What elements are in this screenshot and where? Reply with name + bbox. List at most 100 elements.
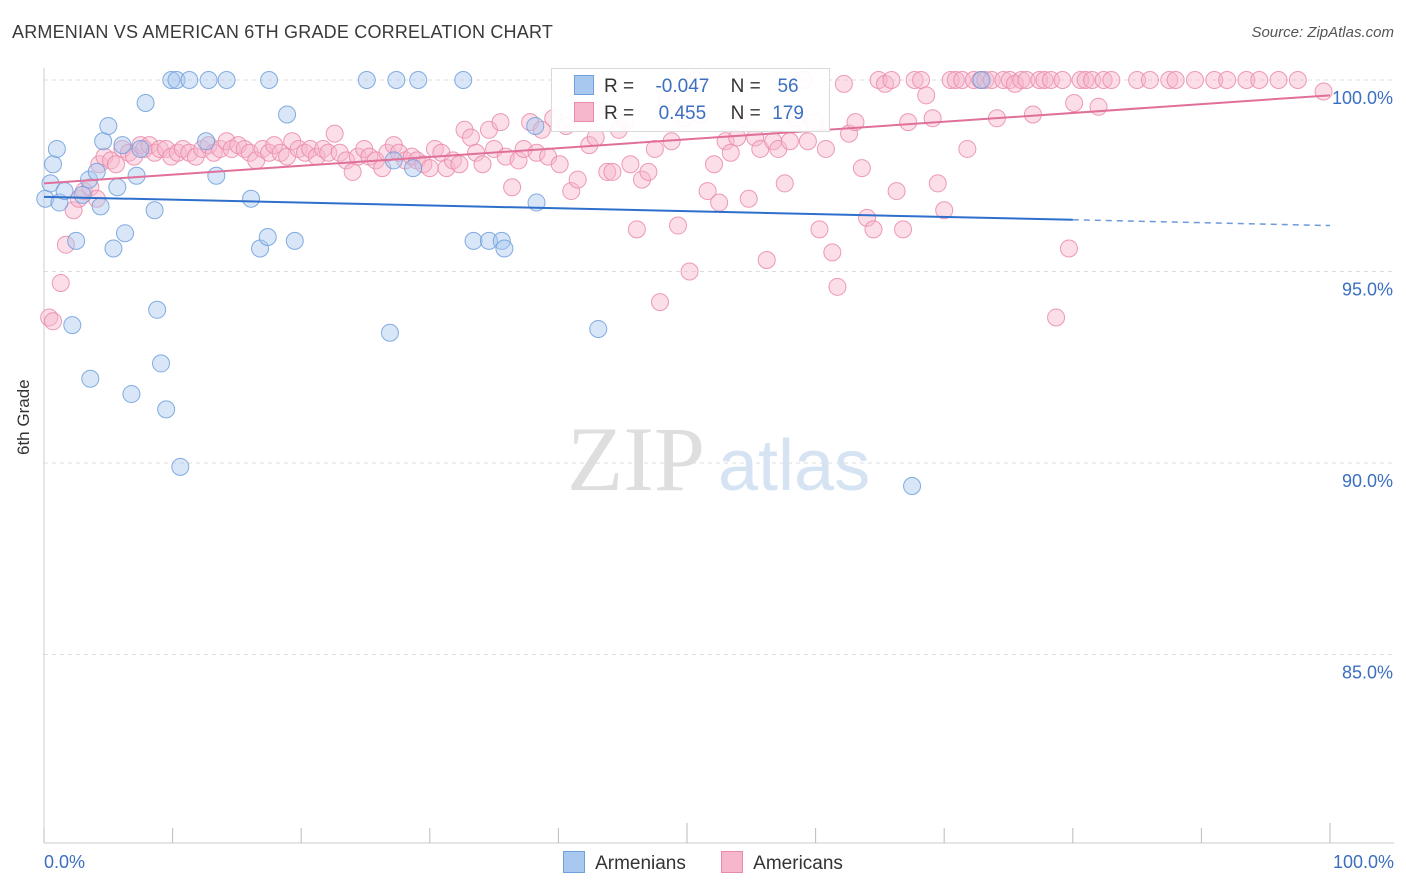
data-point	[258, 228, 277, 247]
data-point	[265, 136, 284, 155]
data-point	[680, 262, 699, 281]
data-point	[1094, 71, 1113, 89]
data-point	[50, 193, 69, 212]
data-point	[167, 71, 186, 89]
legend-r-label: R =	[604, 76, 635, 97]
data-point	[1128, 71, 1147, 89]
data-point	[946, 71, 965, 89]
legend-label-americans: Americans	[753, 853, 843, 874]
armenians-legend-swatch	[563, 851, 586, 873]
data-point	[1160, 71, 1179, 89]
data-point	[775, 174, 794, 193]
data-point	[1288, 71, 1307, 89]
data-point	[621, 155, 640, 174]
data-point	[994, 71, 1013, 89]
data-point	[107, 155, 126, 174]
legend-item-americans: Americans	[721, 851, 843, 875]
data-point	[136, 93, 155, 112]
data-point	[420, 159, 439, 178]
data-point	[81, 178, 100, 197]
data-point	[301, 139, 320, 158]
data-point	[503, 178, 522, 197]
data-point	[1076, 71, 1095, 89]
watermark: ZIP atlas	[567, 408, 870, 510]
data-point	[116, 224, 135, 243]
data-point	[1065, 93, 1084, 112]
data-point	[162, 71, 181, 89]
data-point	[816, 139, 835, 158]
series-armenians	[36, 71, 991, 495]
data-point	[1237, 71, 1256, 89]
y-tick-label: 100.0%	[1332, 88, 1393, 108]
trend-lines	[43, 94, 1331, 227]
data-point	[197, 132, 216, 151]
data-point	[455, 120, 474, 139]
data-point	[125, 147, 144, 166]
legend-n-label: N =	[730, 76, 761, 97]
data-point	[491, 113, 510, 132]
data-point	[905, 71, 924, 89]
armenians-trend-extension	[1072, 219, 1331, 227]
data-point	[91, 197, 110, 216]
data-point	[1269, 71, 1288, 89]
data-point	[780, 132, 799, 151]
data-point	[972, 71, 991, 89]
data-point	[935, 201, 954, 220]
data-point	[122, 385, 141, 404]
data-point	[380, 323, 399, 342]
legend-label-armenians: Armenians	[595, 853, 686, 874]
data-point	[145, 201, 164, 220]
data-point	[325, 124, 344, 143]
x-tick-label-max: 100.0%	[1332, 852, 1394, 872]
data-point	[186, 147, 205, 166]
data-point	[1089, 97, 1108, 116]
data-point	[1047, 308, 1066, 327]
data-point	[387, 71, 406, 89]
data-point	[44, 155, 63, 174]
data-point	[721, 143, 740, 162]
data-point	[562, 182, 581, 201]
data-point	[894, 220, 913, 239]
legend-n-value: 179	[772, 103, 804, 124]
data-point	[131, 139, 150, 158]
data-point	[1102, 71, 1121, 89]
data-point	[461, 128, 480, 147]
source-credit: Source: ZipAtlas.com	[1251, 24, 1394, 41]
data-point	[1185, 71, 1204, 89]
data-point	[823, 243, 842, 262]
data-point	[454, 71, 473, 89]
data-point	[834, 74, 853, 93]
data-point	[639, 162, 658, 181]
data-point	[976, 71, 995, 89]
legend-r-label: R =	[604, 103, 635, 124]
data-point	[1250, 71, 1269, 89]
data-point	[598, 162, 617, 181]
data-point	[899, 113, 918, 132]
data-point	[94, 132, 113, 151]
data-point	[903, 476, 922, 495]
data-point	[739, 189, 758, 208]
data-point	[1166, 71, 1185, 89]
data-point	[495, 239, 514, 258]
data-point	[67, 231, 86, 250]
data-point	[479, 231, 498, 250]
y-tick-label: 90.0%	[1342, 471, 1393, 491]
data-point	[409, 71, 428, 89]
data-point	[113, 136, 132, 155]
data-point	[357, 71, 376, 89]
data-point	[278, 105, 297, 124]
data-point	[450, 155, 469, 174]
data-point	[632, 170, 651, 189]
data-point	[56, 235, 75, 254]
data-point	[199, 71, 218, 89]
data-point	[923, 109, 942, 128]
data-point	[180, 71, 199, 89]
legend-n-value: 56	[777, 76, 799, 97]
data-point	[51, 273, 70, 292]
data-point	[47, 139, 66, 158]
americans-legend-swatch	[721, 851, 744, 873]
data-point	[912, 71, 931, 89]
data-point	[705, 155, 724, 174]
data-point	[846, 113, 865, 132]
